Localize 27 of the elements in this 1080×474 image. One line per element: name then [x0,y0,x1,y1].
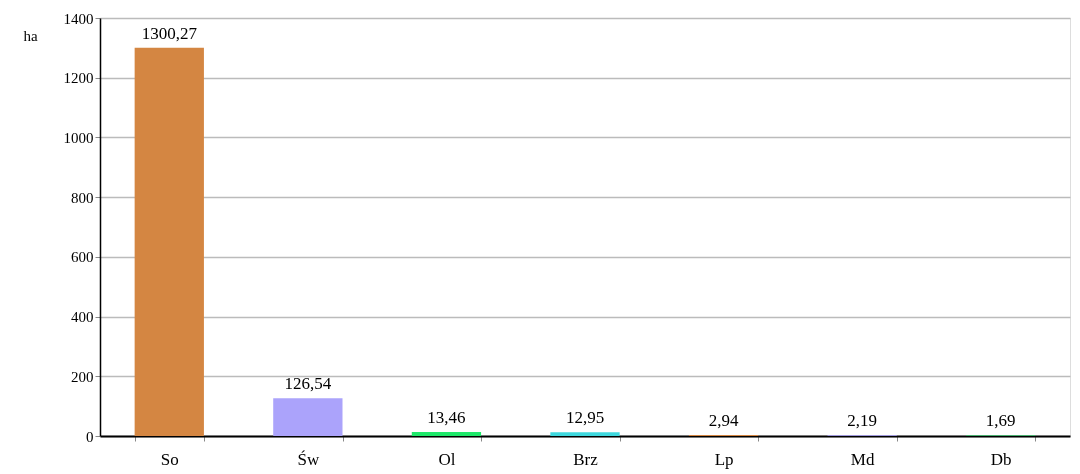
x-tick-label: Md [850,449,875,469]
x-tick-label: So [160,449,179,469]
y-tick-label: 1400 [63,10,94,27]
x-tick-label: Ol [438,449,456,469]
y-tick-label: 1000 [63,129,94,146]
data-label: 2,94 [708,411,739,431]
x-tick-label: Brz [573,449,599,469]
bar [273,398,343,436]
y-tick-label: 600 [71,249,94,266]
bar [411,431,482,436]
y-tick-label: 200 [71,368,94,385]
x-tick-label: Św [297,449,320,469]
y-tick-label: 1200 [63,70,94,87]
y-tick-label: 800 [71,189,94,206]
bar [550,432,620,436]
data-label: 2,19 [847,411,878,431]
y-tick-label: 0 [86,428,94,445]
bar [134,47,204,436]
data-label: 12,95 [565,408,605,428]
data-label: 13,46 [427,407,466,427]
data-label: 126,54 [284,374,332,394]
data-label: 1300,27 [141,23,198,43]
y-tick-label: 400 [71,309,94,326]
x-tick-label: Db [990,449,1012,469]
y-axis-title: ha [23,27,38,44]
x-tick-label: Lp [714,449,734,469]
data-label: 1,69 [985,411,1016,431]
